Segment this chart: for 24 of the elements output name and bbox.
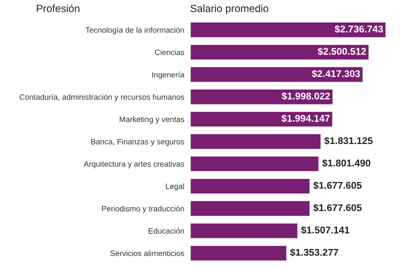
data-label: $1.801.490 bbox=[322, 159, 370, 168]
data-label: $2.736.743 bbox=[334, 25, 383, 34]
x-axis-title: Salario promedio bbox=[190, 4, 268, 14]
bar bbox=[190, 200, 311, 218]
data-label: $1.998.022 bbox=[282, 92, 330, 100]
data-label: $1.831.125 bbox=[324, 136, 373, 145]
data-label: $2.500.512 bbox=[318, 47, 366, 56]
bar bbox=[190, 222, 299, 240]
bar bbox=[190, 21, 387, 39]
y-axis-title: Profesión bbox=[36, 4, 80, 12]
bar bbox=[190, 110, 334, 128]
data-label: $1.994.147 bbox=[281, 114, 330, 122]
bar bbox=[190, 155, 320, 173]
bar bbox=[190, 43, 370, 61]
data-label: $1.507.141 bbox=[301, 226, 350, 234]
bar bbox=[190, 88, 334, 106]
data-label: $2.417.303 bbox=[312, 70, 360, 78]
bar bbox=[190, 132, 322, 150]
bar bbox=[190, 244, 288, 262]
data-label: $1.677.605 bbox=[313, 181, 362, 190]
bar bbox=[190, 66, 364, 84]
data-label: $1.677.605 bbox=[313, 204, 362, 212]
data-label: $1.353.277 bbox=[290, 248, 338, 256]
bar bbox=[190, 177, 311, 195]
